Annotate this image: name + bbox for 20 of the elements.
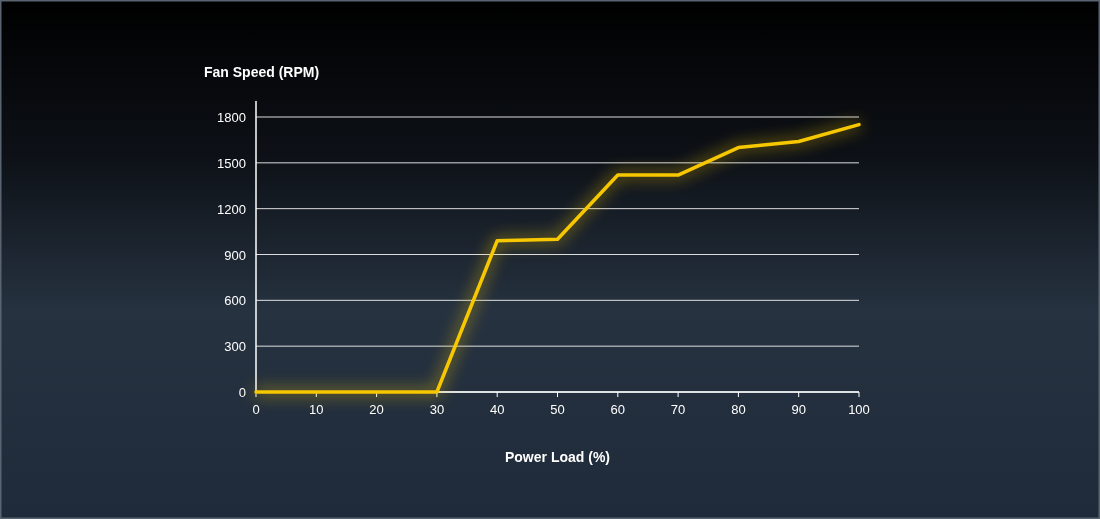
x-tick-label: 30 <box>429 402 445 417</box>
y-tick-label: 300 <box>224 339 246 355</box>
y-tick-label: 900 <box>224 247 246 263</box>
x-tick-label: 10 <box>309 402 324 417</box>
x-tick-label: 80 <box>731 402 746 417</box>
x-tick-label: 50 <box>550 402 565 417</box>
y-tick-label: 600 <box>224 293 246 309</box>
x-tick-label: 40 <box>489 402 505 417</box>
x-axis-title: Power Load (%) <box>504 449 611 465</box>
y-tick-label: 1200 <box>217 201 246 217</box>
x-tick-label: 70 <box>670 402 686 417</box>
x-tick-label: 0 <box>252 402 260 417</box>
x-tick-label: 60 <box>610 402 626 417</box>
y-tick-label: 1800 <box>217 110 246 125</box>
x-tick-label: 100 <box>848 402 870 417</box>
x-tick-label: 20 <box>369 402 384 417</box>
y-tick-label: 1500 <box>217 155 246 171</box>
x-tick-label: 90 <box>791 402 806 417</box>
y-tick-label: 0 <box>238 385 246 400</box>
y-axis-title: Fan Speed (RPM) <box>204 64 320 80</box>
